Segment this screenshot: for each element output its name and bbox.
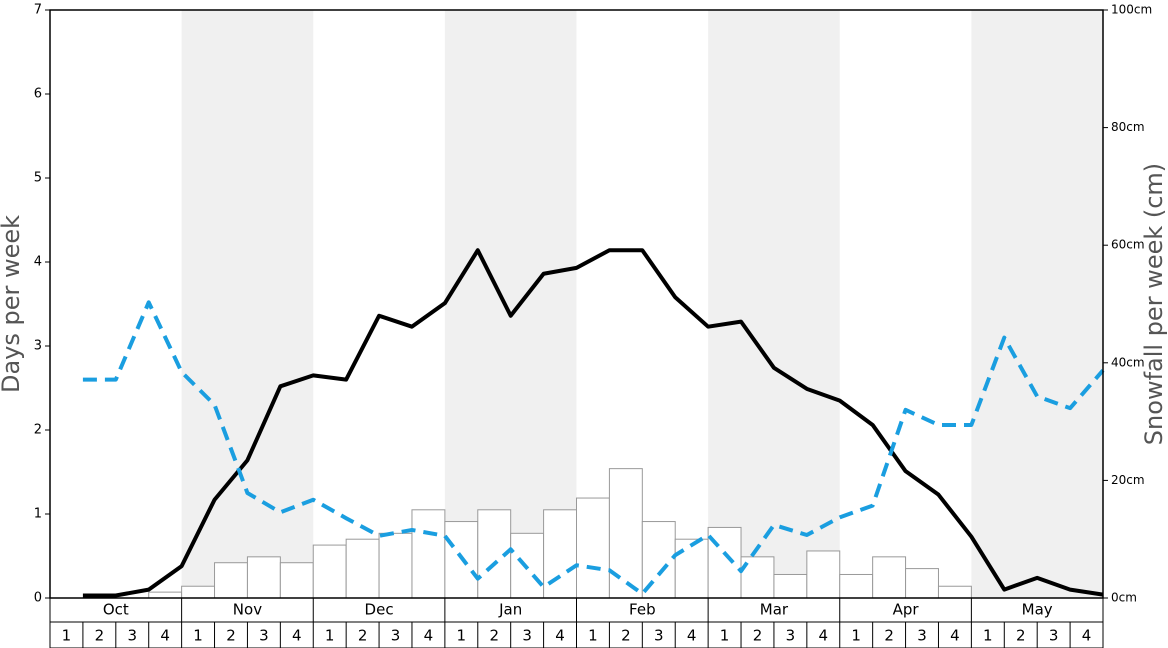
bar [839,573,874,599]
x-tick-label: 4 [292,627,302,645]
y2-tick-label: 0cm [1111,591,1137,605]
x-tick-label: 3 [654,627,664,645]
month-label: May [1022,601,1053,619]
x-tick-label: 4 [819,627,829,645]
bar [214,562,248,599]
x-tick-label: 2 [884,627,894,645]
x-tick-label: 1 [720,627,730,645]
x-tick-label: 1 [983,627,993,645]
x-tick-label: 2 [753,627,763,645]
bar [378,532,413,599]
y-tick-label: 6 [34,87,42,102]
bar [773,573,808,599]
x-tick-label: 1 [588,627,598,645]
x-tick-label: 4 [1082,627,1092,645]
x-tick-label: 1 [62,627,72,645]
x-tick-label: 2 [226,627,236,645]
x-tick-label: 4 [687,627,697,645]
month-label: Oct [103,601,129,619]
line [82,300,1105,596]
y2-tick-label: 60cm [1111,238,1145,252]
y-axis-label: Days per week [0,215,25,393]
bar [937,585,972,599]
month-band [708,10,840,598]
month-label: Mar [760,601,789,619]
bar [674,538,709,599]
bar [806,550,841,599]
month-label: Apr [893,601,920,619]
y2-tick-label: 20cm [1111,473,1145,487]
month-label: Jan [498,601,522,619]
bar [312,544,347,599]
bar [181,585,216,599]
y-tick-label: 0 [34,591,42,606]
bar [411,509,446,599]
bar [872,556,907,599]
x-tick-label: 2 [358,627,368,645]
y2-axis-label: Snowfall per week (cm) [1140,163,1168,445]
x-tick-label: 4 [424,627,434,645]
x-tick-label: 1 [193,627,203,645]
month-band [971,10,1103,598]
y2-tick-label: 100cm [1111,3,1152,17]
bar [148,591,183,599]
x-tick-label: 3 [1049,627,1059,645]
x-tick-label: 3 [917,627,927,645]
bar [905,568,939,599]
x-tick-label: 4 [950,627,960,645]
y-tick-label: 5 [34,171,42,186]
y-tick-label: 1 [34,507,42,522]
bar [608,468,643,599]
x-tick-label: 2 [1016,627,1026,645]
x-tick-label: 3 [786,627,796,645]
y-tick-label: 7 [34,3,42,18]
x-tick-label: 1 [325,627,335,645]
x-tick-label: 3 [522,627,532,645]
y2-tick-label: 80cm [1111,120,1145,134]
month-label: Feb [629,601,656,619]
month-label: Nov [233,601,262,619]
x-tick-label: 3 [259,627,269,645]
x-tick-label: 2 [621,627,631,645]
y-tick-label: 3 [34,339,42,354]
bar [576,497,610,599]
line [82,248,1104,598]
month-band [181,10,314,598]
bar [246,556,281,599]
month-band [444,10,577,598]
month-label: Dec [365,601,394,619]
x-tick-label: 3 [391,627,401,645]
x-tick-label: 2 [95,627,105,645]
x-tick-label: 2 [489,627,499,645]
x-tick-label: 4 [555,627,565,645]
x-tick-label: 3 [127,627,137,645]
bar [543,509,577,599]
bar [345,538,380,599]
x-tick-label: 1 [851,627,861,645]
bar [279,562,314,599]
y-tick-label: 2 [34,423,42,438]
y2-tick-label: 40cm [1111,355,1145,369]
x-tick-label: 1 [457,627,467,645]
y-tick-label: 4 [34,255,42,270]
x-tick-label: 4 [160,627,170,645]
